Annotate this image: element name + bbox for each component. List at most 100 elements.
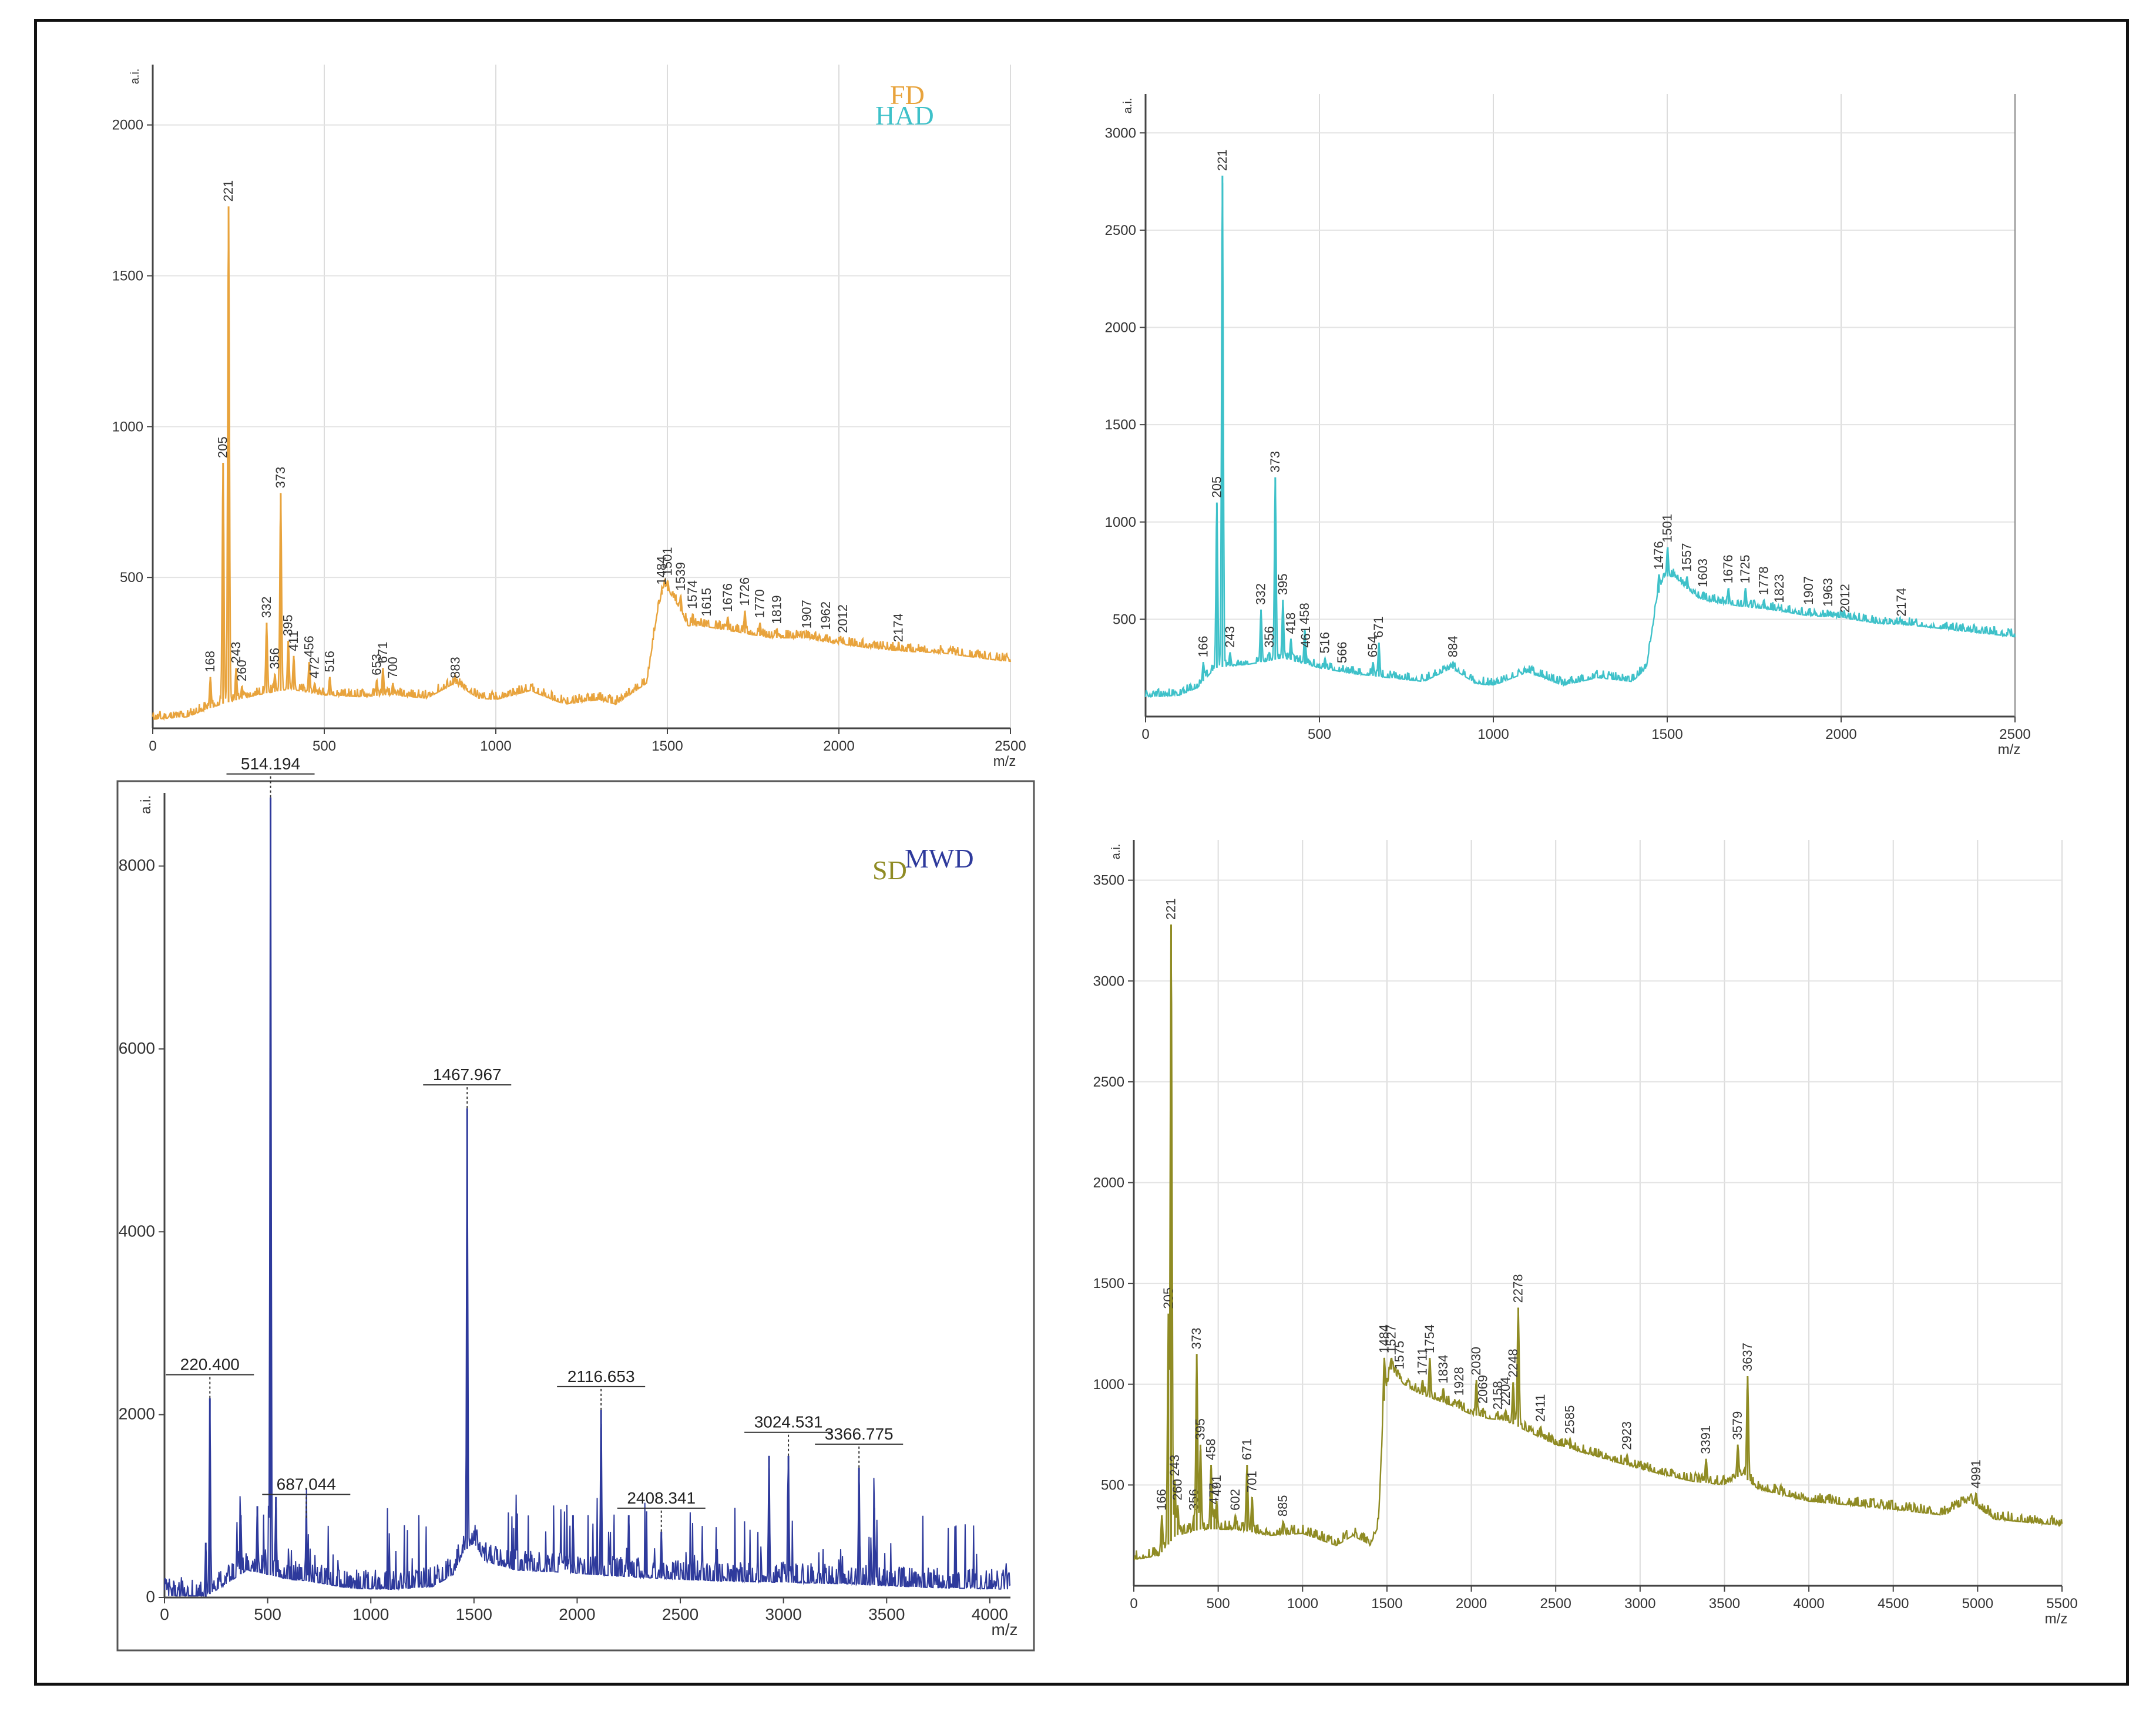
mwd-y-tick-label: 2000 <box>119 1405 155 1423</box>
mwd-peak-label: 3024.531 <box>754 1413 823 1431</box>
mwd-y-axis-label: a.i. <box>138 795 154 814</box>
sd-y-tick-label: 2500 <box>1093 1074 1124 1090</box>
mwd-peak-label: 514.194 <box>241 755 300 773</box>
sd-peak-label: 491 <box>1209 1475 1224 1497</box>
sd-x-tick-label: 5000 <box>1962 1596 1993 1612</box>
sd-peak-label: 1754 <box>1422 1324 1437 1353</box>
sd-y-tick-label: 3000 <box>1093 973 1124 989</box>
sd-peak-label: 1575 <box>1392 1341 1406 1370</box>
sd-peak-label: 2069 <box>1475 1375 1490 1404</box>
had-peak-label: 1725 <box>1738 554 1752 583</box>
panel-sd: 0 500 1000 1500 2000 2500 3000 3500 4000 4500 5000… <box>872 828 2080 1650</box>
sd-x-tick-label: 5500 <box>2046 1596 2077 1612</box>
sd-spectrum-line <box>1133 934 2063 1561</box>
had-x-tick-label: 0 <box>1141 727 1149 742</box>
had-peak-label: 356 <box>1262 626 1277 648</box>
sd-peak-label: 373 <box>1189 1328 1204 1350</box>
had-y-axis-label: a.i. <box>1121 98 1134 114</box>
fd-peak-label: 1770 <box>753 589 767 618</box>
fd-y-tick-label: 1000 <box>112 419 143 435</box>
fd-peak-label: 671 <box>375 642 390 664</box>
sd-peak-label: 4991 <box>1969 1460 1983 1488</box>
fd-peak-label: 516 <box>322 651 337 672</box>
fd-peak-label: 373 <box>273 467 288 489</box>
had-x-tick-label: 2000 <box>1825 727 1856 742</box>
fd-y-axis-label: a.i. <box>129 69 142 85</box>
sd-panel-label: SD <box>872 855 907 885</box>
fd-x-tick-label: 1000 <box>480 738 511 754</box>
sd-peak-label: 260 <box>1170 1479 1185 1501</box>
sd-peak-label: 243 <box>1167 1455 1182 1477</box>
had-peak-label: 566 <box>1335 641 1349 663</box>
had-peak-label: 1778 <box>1757 566 1771 595</box>
had-x-axis-label: m/z <box>1998 742 2021 758</box>
mwd-panel-border <box>116 780 1035 1652</box>
had-x-tick-label: 1000 <box>1477 727 1509 742</box>
sd-x-tick-label: 3000 <box>1624 1596 1655 1612</box>
had-peak-label: 671 <box>1371 616 1386 638</box>
sd-x-tick-label: 1500 <box>1371 1596 1402 1612</box>
panel-had: 0 500 1000 1500 2000 2500 500 1000 1500 2000 2500 3… <box>875 82 2031 758</box>
fd-peak-label: 411 <box>286 631 301 651</box>
sd-x-tick-label: 2000 <box>1456 1596 1487 1612</box>
mwd-y-tick-label: 6000 <box>119 1039 155 1057</box>
sd-peak-label: 602 <box>1228 1489 1242 1511</box>
had-peak-label: 1603 <box>1695 559 1710 587</box>
mwd-panel-label: MWD <box>905 843 974 873</box>
sd-x-axis-label: m/z <box>2045 1611 2068 1627</box>
sd-peak-label: 2585 <box>1563 1405 1577 1434</box>
fd-y-tick-label: 1500 <box>112 268 143 284</box>
fd-peak-label: 2012 <box>835 604 850 633</box>
sd-peak-label: 3579 <box>1730 1411 1745 1440</box>
fd-x-tick-label: 0 <box>149 738 156 754</box>
fd-peak-label: 700 <box>385 657 400 678</box>
had-x-tick-label: 500 <box>1308 727 1331 742</box>
sd-peak-label: 166 <box>1154 1489 1169 1511</box>
fd-peak-label: 1962 <box>818 601 833 630</box>
had-peak-label: 395 <box>1275 574 1290 596</box>
had-peak-label: 1676 <box>1721 554 1735 583</box>
had-peak-label: 1476 <box>1651 541 1666 570</box>
had-peak-label: 1963 <box>1821 578 1835 607</box>
fd-y-tick-label: 2000 <box>112 117 143 133</box>
sd-spectrum-chart: 0 500 1000 1500 2000 2500 3000 3500 4000 4500 5000… <box>1093 840 2078 1627</box>
sd-peak-label: 458 <box>1204 1438 1218 1460</box>
sd-peak-label: 205 <box>1161 1287 1176 1309</box>
mwd-peak-label: 220.400 <box>180 1356 240 1374</box>
mwd-spectrum-chart: 0 500 1000 1500 2000 2500 3000 3500 4000 0 2000 400… <box>116 755 1035 1652</box>
had-peak-label: 332 <box>1254 583 1268 605</box>
sd-peak-label: 221 <box>1163 898 1178 920</box>
had-peak-label: 243 <box>1223 626 1237 648</box>
mwd-peak-label: 2408.341 <box>627 1489 696 1507</box>
sd-peak-label: 477 <box>1207 1483 1221 1505</box>
mwd-x-tick-label: 4000 <box>972 1605 1008 1623</box>
fd-peak-label: 356 <box>267 648 282 670</box>
fd-peak-label: 332 <box>259 597 274 618</box>
mwd-x-tick-label: 3500 <box>868 1605 905 1623</box>
had-peak-label: 1501 <box>1660 514 1675 543</box>
mwd-x-tick-label: 500 <box>254 1605 281 1623</box>
sd-x-tick-label: 500 <box>1207 1596 1230 1612</box>
sd-x-tick-label: 4000 <box>1793 1596 1824 1612</box>
sd-y-tick-label: 3500 <box>1093 873 1124 889</box>
sd-y-tick-label: 1000 <box>1093 1377 1124 1393</box>
fd-peak-label: 883 <box>448 657 463 678</box>
sd-peak-label: 701 <box>1244 1471 1259 1492</box>
mwd-x-tick-label: 1500 <box>456 1605 492 1623</box>
fd-peak-label: 221 <box>221 180 236 202</box>
fd-peak-label: 1501 <box>660 547 675 576</box>
sd-x-tick-label: 1000 <box>1287 1596 1318 1612</box>
had-y-tick-label: 1000 <box>1105 514 1136 530</box>
had-y-tick-label: 1500 <box>1105 417 1136 433</box>
had-peak-label: 2174 <box>1894 588 1909 617</box>
figure-frame <box>34 19 2129 1686</box>
sd-y-tick-label: 500 <box>1101 1477 1124 1493</box>
fd-x-tick-label: 2000 <box>823 738 854 754</box>
sd-peak-label: 2204 <box>1498 1377 1513 1405</box>
mwd-x-tick-label: 1000 <box>352 1605 389 1623</box>
sd-x-tick-label: 2500 <box>1540 1596 1571 1612</box>
had-peak-label: 418 <box>1283 613 1298 634</box>
had-peak-label: 373 <box>1268 451 1282 473</box>
had-x-tick-label: 1500 <box>1651 727 1683 742</box>
had-peak-label: 221 <box>1215 149 1230 171</box>
